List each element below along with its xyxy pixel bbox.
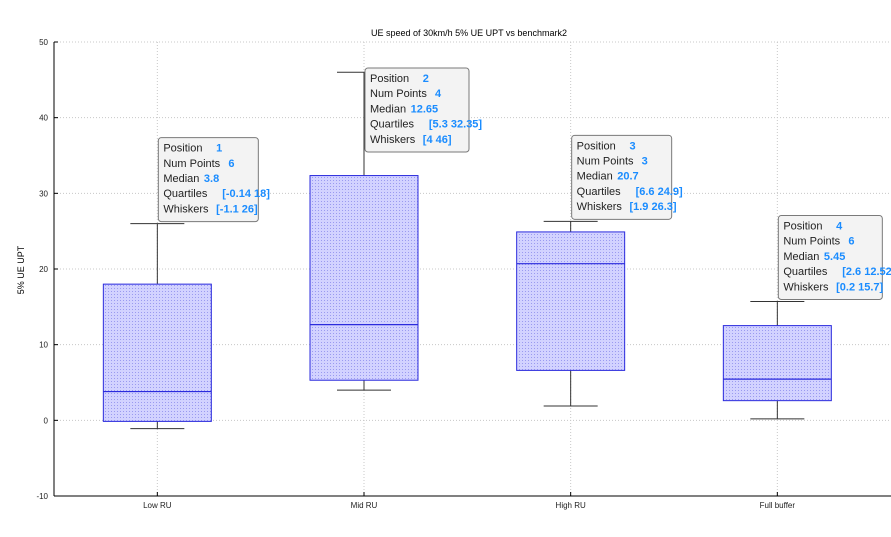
y-tick-label: 20 — [39, 265, 48, 274]
datatip-label: Whiskers — [163, 203, 209, 215]
datatip-value: 12.65 — [411, 103, 439, 115]
datatip-label: Num Points — [370, 88, 427, 100]
box-iqr — [102, 283, 212, 422]
datatip-label: Median — [370, 103, 406, 115]
datatip-label: Quartiles — [577, 186, 622, 198]
box-iqr — [309, 175, 419, 381]
datatip-label: Position — [370, 73, 409, 85]
datatip-value: 20.7 — [617, 171, 638, 183]
datatip-value: 1 — [216, 143, 222, 155]
y-tick-label: 30 — [39, 189, 48, 198]
datatip-value: 5.45 — [824, 251, 845, 263]
datatip-4: Position 4 Num Points 6 Median 5.45 Quartiles [… — [777, 215, 891, 301]
x-tick-label: Low RU — [143, 501, 172, 510]
grid — [54, 41, 891, 497]
datatip-label: Num Points — [577, 156, 634, 168]
datatip-3: Position 3 Num Points 3 Median 20.7 Quartiles [… — [571, 134, 683, 220]
axes: -10 0 10 20 30 40 50 Low RU Mid RU High RU Full bu… — [36, 38, 891, 510]
datatips: Position 1 Num Points 6 Median 3.8 Quartiles [-… — [157, 67, 891, 301]
datatip-label: Median — [163, 173, 199, 185]
datatip-value: 3 — [629, 140, 635, 152]
datatip-value: [1.9 26.3] — [629, 201, 676, 213]
datatip-box — [157, 137, 259, 223]
datatip-value: [-0.14 18] — [222, 188, 270, 200]
datatip-label: Quartiles — [783, 266, 828, 278]
datatip-label: Whiskers — [370, 134, 416, 146]
datatip-label: Quartiles — [163, 188, 208, 200]
datatip-box — [571, 134, 673, 220]
datatip-label: Num Points — [783, 236, 840, 248]
datatip-label: Median — [783, 251, 819, 263]
datatip-label: Position — [577, 140, 616, 152]
datatip-value: [4 46] — [423, 134, 452, 146]
datatip-value: 4 — [836, 221, 843, 233]
datatip-value: 4 — [435, 88, 442, 100]
datatip-label: Quartiles — [370, 119, 415, 131]
datatip-label: Position — [783, 221, 822, 233]
datatip-2: Position 2 Num Points 4 Median 12.65 Quartiles… — [364, 67, 483, 153]
datatip-1: Position 1 Num Points 6 Median 3.8 Quartiles [-… — [157, 137, 270, 223]
boxes — [102, 71, 832, 430]
datatip-value: [5.3 32.35] — [429, 119, 483, 131]
datatip-value: 6 — [228, 158, 234, 170]
datatip-label: Whiskers — [577, 201, 623, 213]
y-tick-label: 50 — [39, 38, 48, 47]
datatip-value: [0.2 15.7] — [836, 281, 883, 293]
datatip-value: 3.8 — [204, 173, 219, 185]
datatip-value: 2 — [423, 73, 429, 85]
y-tick-label: 40 — [39, 114, 48, 123]
datatip-value: 6 — [848, 236, 854, 248]
datatip-box — [777, 215, 883, 301]
box-iqr — [516, 231, 626, 371]
y-axis-label: 5% UE UPT — [16, 245, 26, 294]
datatip-label: Position — [163, 143, 202, 155]
y-tick-label: -10 — [36, 492, 48, 501]
chart-title: UE speed of 30km/h 5% UE UPT vs benchmar… — [371, 28, 567, 38]
datatip-value: [2.6 12.52] — [842, 266, 891, 278]
y-tick-label: 0 — [44, 416, 49, 425]
x-tick-label: Full buffer — [760, 501, 796, 510]
box-iqr — [722, 325, 832, 402]
datatip-label: Median — [577, 171, 613, 183]
datatip-value: [-1.1 26] — [216, 203, 258, 215]
datatip-box — [364, 67, 470, 153]
datatip-value: [6.6 24.9] — [636, 186, 683, 198]
y-tick-label: 10 — [39, 341, 48, 350]
datatip-value: 3 — [642, 156, 648, 168]
datatip-label: Whiskers — [783, 281, 829, 293]
x-tick-label: High RU — [556, 501, 586, 510]
x-tick-label: Mid RU — [351, 501, 378, 510]
datatip-label: Num Points — [163, 158, 220, 170]
